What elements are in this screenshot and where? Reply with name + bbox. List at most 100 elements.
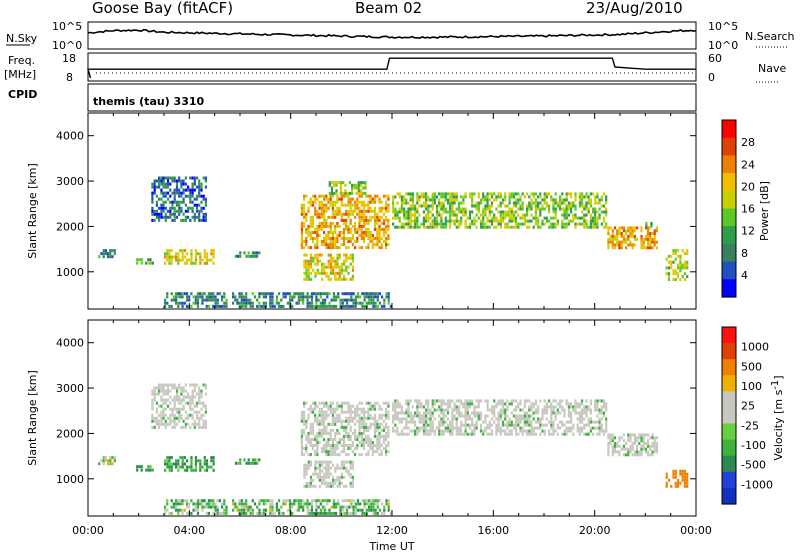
data-cell: [374, 502, 377, 506]
data-cell: [327, 404, 330, 408]
data-cell: [373, 401, 377, 405]
data-cell: [387, 502, 390, 506]
data-cell: [339, 511, 342, 515]
data-cell: [464, 219, 467, 223]
data-cell: [594, 195, 597, 199]
data-cell: [240, 508, 243, 512]
data-cell: [286, 508, 289, 512]
data-cell: [349, 419, 352, 423]
data-cell: [238, 502, 241, 506]
data-cell: [315, 298, 318, 302]
data-cell: [319, 292, 322, 296]
data-cell: [583, 195, 586, 199]
data-cell: [453, 201, 456, 205]
data-cell: [202, 176, 205, 180]
data-cell: [195, 392, 199, 396]
data-cell: [499, 417, 502, 421]
data-cell: [199, 292, 202, 296]
data-cell: [362, 416, 366, 420]
data-cell: [316, 450, 319, 454]
data-cell: [354, 413, 357, 417]
data-cell: [528, 414, 531, 418]
data-cell: [198, 419, 201, 423]
data-cell: [324, 508, 327, 512]
data-cell: [528, 408, 531, 412]
data-cell: [328, 508, 331, 512]
colorbar-cell: [722, 155, 736, 174]
data-cell: [166, 258, 169, 262]
data-cell: [600, 429, 603, 433]
data-cell: [616, 232, 619, 236]
data-cell: [548, 207, 551, 211]
data-cell: [484, 399, 487, 403]
data-cell: [532, 195, 535, 199]
data-cell: [168, 462, 171, 466]
data-cell: [340, 203, 343, 207]
data-cell: [427, 198, 430, 202]
data-cell: [264, 511, 267, 515]
data-cell: [534, 210, 537, 214]
data-cell: [521, 207, 524, 211]
data-cell: [308, 304, 311, 308]
data-cell: [376, 212, 379, 216]
data-cell: [295, 499, 298, 503]
data-cell: [335, 181, 338, 185]
data-cell: [191, 200, 194, 204]
data-cell: [392, 408, 395, 412]
data-cell: [300, 428, 303, 432]
freq-left-tick-bottom: 8: [66, 71, 73, 84]
data-cell: [602, 414, 606, 418]
data-cell: [166, 209, 170, 213]
data-cell: [318, 194, 321, 198]
data-cell: [315, 301, 318, 305]
data-cell: [387, 410, 390, 414]
data-cell: [409, 219, 412, 223]
data-cell: [425, 402, 428, 406]
data-cell: [348, 505, 351, 509]
data-cell: [387, 413, 390, 417]
data-cell: [181, 511, 184, 515]
data-cell: [343, 259, 346, 263]
data-cell: [316, 231, 319, 234]
data-cell: [329, 438, 332, 441]
data-cell: [548, 432, 551, 436]
data-cell: [574, 192, 577, 196]
data-cell: [405, 222, 408, 226]
data-cell: [338, 416, 341, 420]
data-cell: [600, 204, 603, 208]
data-cell: [338, 277, 341, 281]
data-cell: [201, 505, 204, 509]
data-cell: [201, 465, 204, 469]
data-cell: [636, 453, 639, 457]
data-cell: [195, 422, 199, 426]
data-cell: [187, 188, 190, 192]
data-cell: [466, 432, 469, 436]
data-cell: [324, 301, 327, 305]
data-cell: [299, 292, 303, 296]
data-cell: [416, 225, 419, 229]
data-cell: [321, 499, 324, 503]
data-cell: [311, 444, 315, 447]
data-cell: [351, 186, 354, 190]
data-cell: [418, 198, 421, 202]
data-cell: [381, 511, 384, 515]
data-cell: [242, 304, 246, 308]
noise-right-tick-top: 10^5: [708, 20, 738, 33]
data-cell: [356, 203, 359, 207]
data-cell: [633, 439, 636, 443]
data-cell: [205, 459, 209, 463]
data-cell: [160, 422, 163, 426]
data-cell: [340, 215, 343, 219]
data-cell: [581, 216, 584, 220]
data-cell: [486, 423, 489, 427]
data-cell: [649, 234, 652, 238]
data-cell: [484, 210, 487, 214]
data-cell: [316, 472, 319, 476]
data-cell: [371, 416, 374, 420]
data-cell: [523, 195, 526, 199]
data-cell: [151, 392, 154, 396]
data-cell: [592, 222, 595, 226]
data-cell: [543, 432, 546, 436]
data-cell: [433, 195, 436, 199]
